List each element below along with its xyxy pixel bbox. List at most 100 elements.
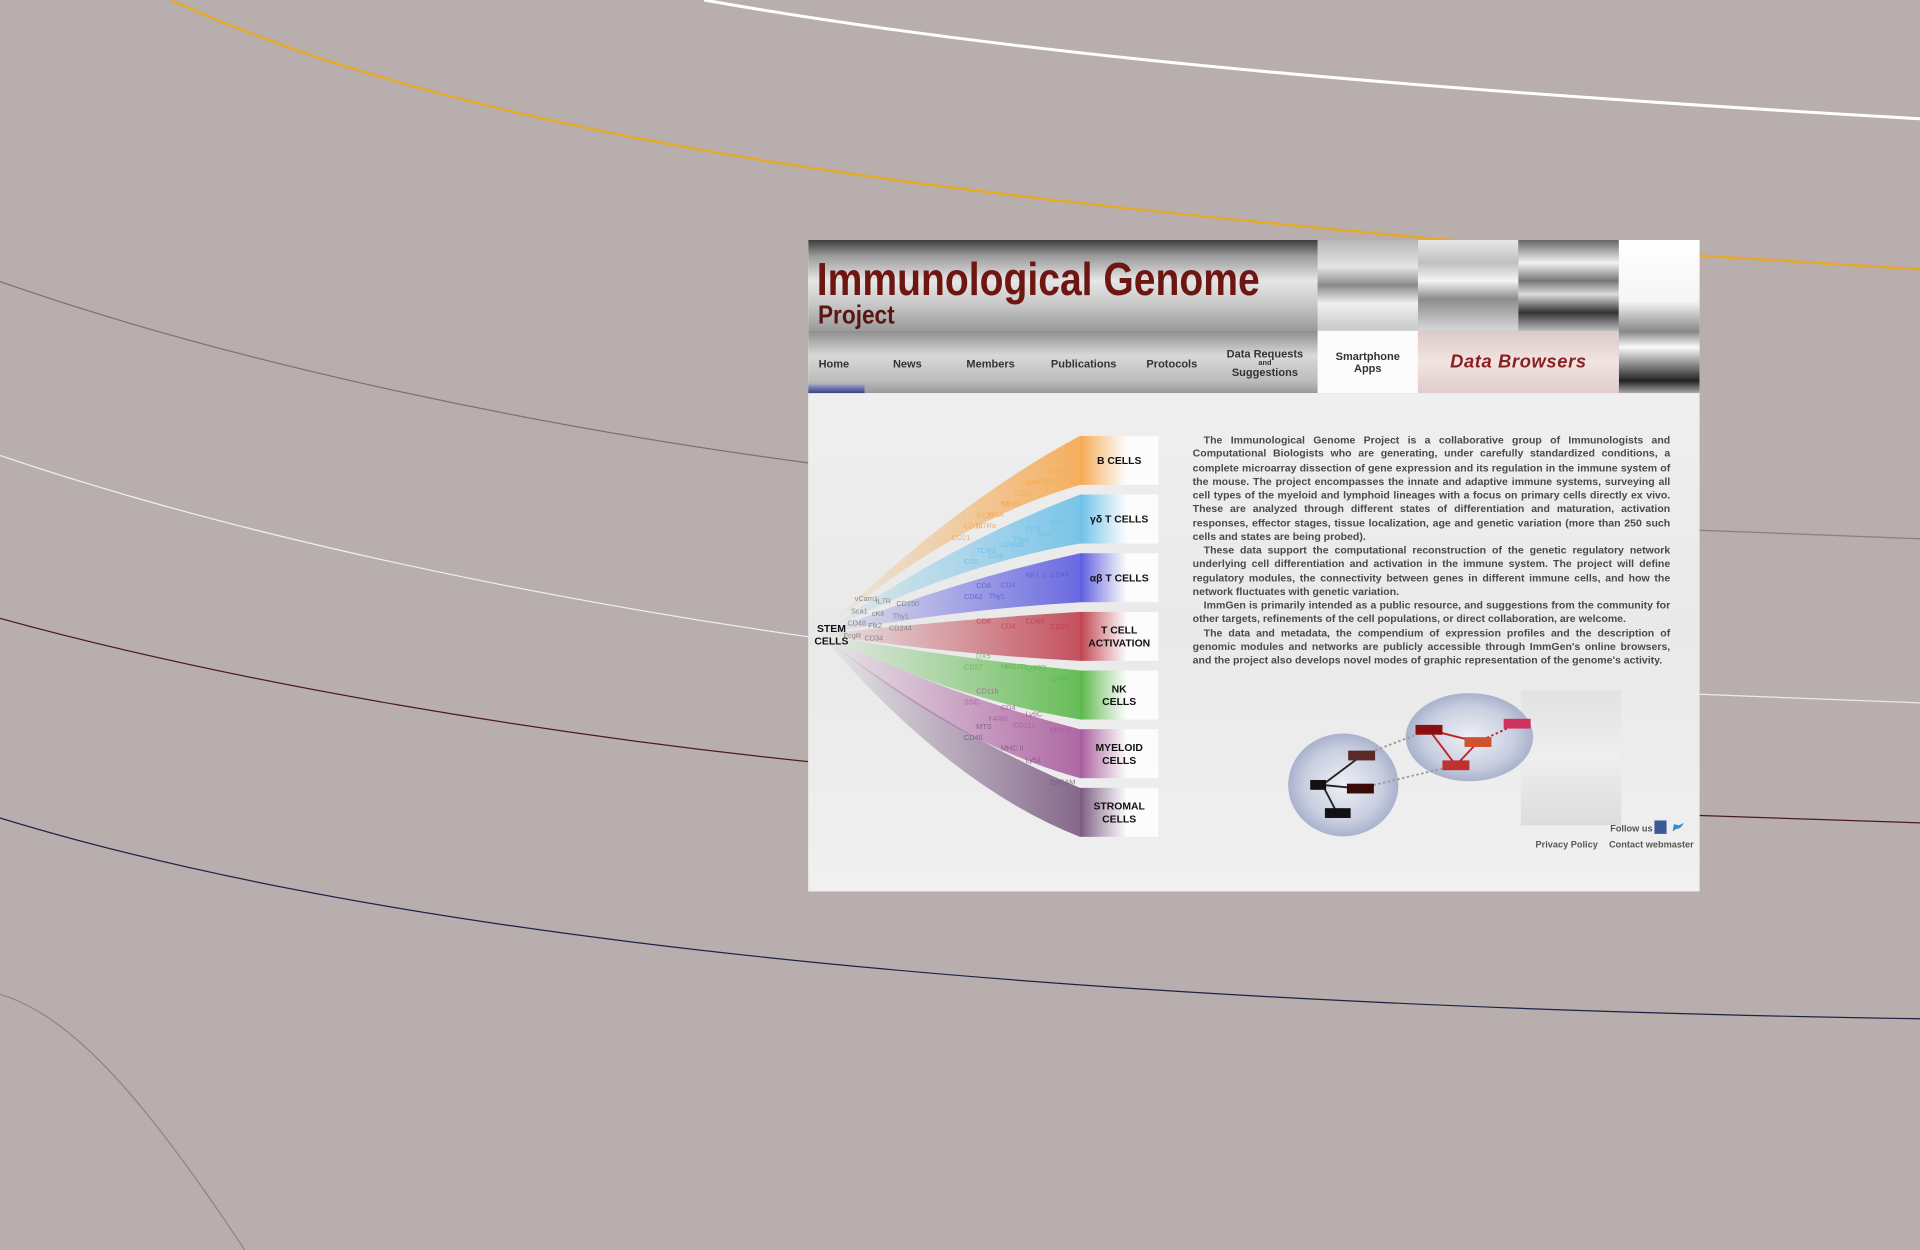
nav-text: Suggestions (1231, 366, 1298, 379)
header-stripe (1618, 240, 1700, 394)
twitter-icon[interactable] (1672, 822, 1684, 832)
marker-label: CD150 (896, 599, 919, 608)
nav-link[interactable]: Home (818, 357, 850, 370)
site-subtitle: Project (817, 301, 895, 330)
network-graphic (1288, 693, 1534, 837)
marker-label: CD4 (1001, 703, 1016, 712)
node (1503, 718, 1531, 729)
header-stripe (1317, 240, 1418, 331)
nav-link[interactable]: Protocols (1146, 357, 1198, 370)
data-browsers-button[interactable]: Data Browsers (1417, 330, 1619, 394)
cell-box (1080, 729, 1159, 779)
paragraph: ImmGen is primarily intended as a public… (1192, 598, 1671, 625)
decor-block (1520, 690, 1622, 826)
marker-label: CD5 (1038, 477, 1053, 486)
marker-label: CD8 (976, 616, 991, 625)
cell-box (1080, 494, 1159, 544)
bubble (1288, 733, 1399, 837)
cell-label: CELLS (1102, 697, 1136, 708)
marker-label: CD44 (1050, 570, 1069, 579)
footer-link[interactable]: Contact webmaster (1608, 838, 1694, 850)
marker-label: CD45 (964, 733, 983, 742)
nav-link[interactable]: Publications (1050, 357, 1117, 370)
marker-label: CD48 (847, 619, 866, 628)
marker-label: IL7R (876, 597, 891, 606)
cell-label: STROMAL (1094, 802, 1146, 813)
marker-label: MHCII (1050, 726, 1071, 735)
cell-label: CELLS (1102, 756, 1136, 767)
facebook-icon[interactable] (1654, 820, 1667, 834)
nav-link[interactable]: Members (966, 357, 1015, 370)
header-stripe (1518, 240, 1619, 331)
nav-text: Smartphone (1335, 349, 1400, 362)
nav-link[interactable]: News (892, 357, 922, 370)
marker-label: vCam1 (855, 594, 878, 603)
cell-diagram: B CELLS B220 Kit IgM LIN CD19 HSA CD23 CD5 CD21 IL… (814, 435, 1159, 837)
paragraph: The data and metadata, the compendium of… (1192, 626, 1671, 667)
marker-label: NK1.1 (1025, 570, 1045, 579)
nav-text: Apps (1353, 361, 1382, 375)
cell-box (1080, 553, 1159, 603)
active-underline (808, 384, 865, 394)
site-title: Immunological Genome (816, 254, 1260, 307)
marker-label: FcgR (844, 631, 862, 640)
node (1324, 808, 1351, 818)
marker-label: CD4 (1025, 524, 1040, 533)
lineage-fan (820, 634, 1081, 720)
paragraph: The Immunological Genome Project is a co… (1192, 433, 1671, 543)
marker-label: CD5 (964, 557, 979, 566)
marker-label: Ly49D (1025, 663, 1046, 672)
marker-label: CD8 (989, 551, 1004, 560)
marker-label: Ly6C (1025, 709, 1043, 718)
lineage-fan (820, 634, 1081, 779)
paragraph: These data support the computational rec… (1192, 543, 1671, 598)
lineage-fan (820, 634, 1081, 837)
marker-label: Ly49H (1050, 674, 1071, 683)
marker-label: CD34 (864, 633, 883, 642)
marker-label: Ly51 (1025, 756, 1041, 765)
marker-label: CD23 (1013, 489, 1032, 498)
bg-line (1699, 529, 1920, 540)
marker-label: CD8 (976, 581, 991, 590)
cell-label: NK (1112, 684, 1128, 695)
marker-label: CD244 (889, 624, 912, 633)
bg-line (0, 993, 246, 1250)
marker-label: EpCAM (1050, 778, 1075, 787)
node (1310, 780, 1327, 790)
marker-label: NKG2D (1001, 662, 1026, 671)
bg-line (1699, 814, 1920, 824)
marker-label: Flk2 (868, 621, 882, 630)
marker-label: CD43 (1001, 500, 1020, 509)
marker-label: CD69 (1025, 617, 1044, 626)
nav-link[interactable]: Data Requests and Suggestions (1226, 347, 1304, 379)
node (1348, 750, 1376, 761)
marker-label: TCRd (976, 546, 995, 555)
lineage-fan (820, 435, 1081, 635)
marker-label: Thy1 (989, 592, 1005, 601)
marker-label: Thy1 (893, 611, 909, 620)
marker-label: CD25 (1050, 622, 1069, 631)
marker-label: CD8ab (1001, 540, 1024, 549)
footer-link[interactable]: Privacy Policy (1535, 838, 1598, 850)
marker-label: CD19 (964, 522, 983, 531)
marker-label: CD4 (1001, 581, 1016, 590)
node (1346, 783, 1374, 794)
marker-label: Vg2 (1038, 529, 1051, 538)
marker-label: DX5 (976, 651, 990, 660)
header-stripe (1417, 240, 1519, 331)
marker-label: IgM (1025, 478, 1037, 487)
cell-label: T CELL (1101, 626, 1138, 637)
intro-text: The Immunological Genome Project is a co… (1193, 433, 1671, 667)
cell-label: CELLS (1102, 814, 1136, 825)
nav-link[interactable]: Smartphone Apps (1317, 330, 1418, 394)
social-icons[interactable] (1654, 820, 1688, 835)
cell-box (1080, 435, 1159, 485)
marker-label: CD11c (1013, 720, 1035, 729)
marker-label: IL7Ra (976, 521, 996, 530)
cell-label: ACTIVATION (1088, 638, 1150, 649)
nav-text: Data Requests (1226, 347, 1304, 361)
marker-label: Sca1 (851, 606, 868, 615)
